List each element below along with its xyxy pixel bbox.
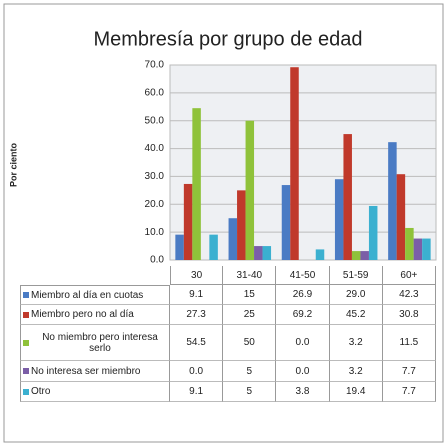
- table-value: 29.0: [329, 285, 383, 305]
- legend-label: Otro: [31, 386, 51, 397]
- legend-entry: Miembro pero no al día: [20, 305, 170, 325]
- legend-key: [23, 339, 29, 346]
- table-value: 26.9: [276, 285, 330, 305]
- table-value: 3.2: [329, 361, 383, 382]
- bar: [281, 185, 291, 260]
- bar: [343, 134, 352, 260]
- legend-key: [23, 368, 29, 374]
- table-value: 5: [223, 382, 277, 402]
- bar: [388, 142, 397, 260]
- bar: [405, 227, 414, 260]
- bar: [254, 246, 263, 260]
- table-value: 69.2: [276, 305, 330, 325]
- table-value: 9.1: [170, 382, 224, 402]
- y-tick-label: 0.0: [150, 255, 164, 266]
- y-tick-label: 50.0: [145, 115, 165, 126]
- bar: [290, 67, 299, 260]
- y-tick-label: 40.0: [145, 143, 165, 154]
- bar: [396, 174, 406, 260]
- table-value: 42.3: [382, 285, 436, 305]
- table-value: 15: [223, 285, 277, 305]
- bar: [192, 108, 201, 260]
- y-tick-label: 30.0: [145, 171, 165, 182]
- table-value: 25: [223, 305, 277, 325]
- chart-border: [3, 3, 444, 443]
- table-value: 0.0: [276, 361, 330, 382]
- bar: [209, 234, 218, 260]
- bar: [334, 179, 344, 260]
- y-tick-label: 10.0: [145, 227, 165, 238]
- table-value: 3.8: [276, 382, 330, 402]
- bar: [413, 238, 423, 260]
- table-value: 0.0: [170, 361, 224, 382]
- legend-key: [23, 388, 29, 395]
- legend-key: [23, 292, 29, 298]
- y-axis-label: Por ciento: [8, 142, 18, 187]
- chart-title: Membresía por grupo de edad: [93, 28, 362, 50]
- table-value: 45.2: [329, 305, 383, 325]
- x-tick-label: 41-50: [276, 266, 330, 285]
- legend-label: Miembro al día en cuotas: [31, 289, 144, 301]
- x-tick-label: 51-59: [329, 266, 383, 285]
- legend-key: [23, 311, 29, 318]
- x-tick-label: 60+: [382, 266, 436, 285]
- y-tick-label: 70.0: [145, 60, 165, 71]
- table-value: 7.7: [382, 361, 436, 382]
- table-value: 19.4: [329, 382, 383, 402]
- table-value: 3.2: [329, 325, 383, 361]
- table-value: 5: [223, 361, 277, 382]
- legend-entry: No miembro pero interesa serlo: [20, 325, 170, 361]
- legend-entry: Otro: [20, 382, 170, 402]
- table-value: 0.0: [276, 325, 330, 361]
- bar: [360, 251, 369, 260]
- legend-entry: No interesa ser miembro: [20, 361, 170, 382]
- bar: [175, 234, 184, 260]
- bar: [422, 238, 431, 260]
- table-value: 50: [223, 325, 277, 361]
- y-tick-label: 20.0: [145, 199, 165, 210]
- bar: [237, 190, 246, 260]
- table-value: 9.1: [170, 285, 224, 305]
- table-value: 54.5: [170, 325, 224, 361]
- x-tick-label: 31-40: [223, 266, 277, 285]
- bar: [183, 183, 193, 260]
- bar: [368, 205, 378, 260]
- table-value: 30.8: [382, 305, 436, 325]
- bar: [228, 218, 238, 260]
- table-value: 11.5: [382, 325, 436, 361]
- bar: [315, 249, 325, 260]
- bar: [351, 251, 361, 260]
- bar: [262, 246, 272, 260]
- legend-label: No miembro pero interesa serlo: [42, 331, 158, 354]
- y-tick-label: 60.0: [145, 87, 165, 98]
- table-value: 7.7: [382, 382, 436, 402]
- legend-label: Miembro pero no al día: [31, 309, 134, 320]
- bar: [245, 120, 255, 260]
- legend-entry: Miembro al día en cuotas: [20, 285, 170, 305]
- table-value: 27.3: [170, 305, 224, 325]
- legend-label: No interesa ser miembro: [31, 365, 141, 377]
- x-tick-label: 30: [170, 266, 224, 285]
